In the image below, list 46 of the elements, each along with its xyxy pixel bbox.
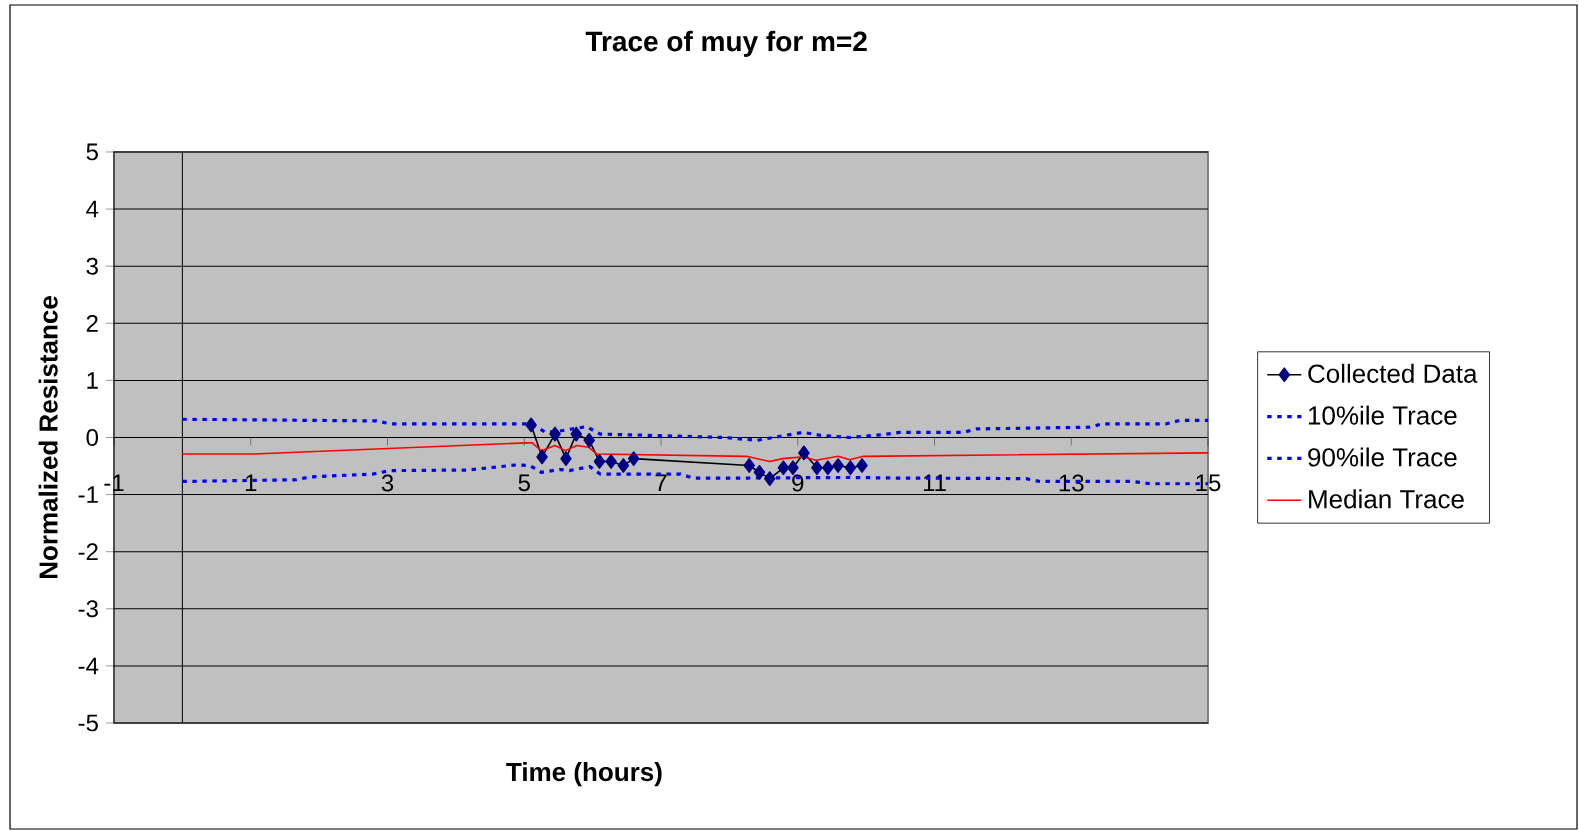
y-tick-label: 5 [86,143,98,161]
legend-label: Median Trace [1309,489,1464,509]
line-series [180,417,1209,442]
point [811,460,823,476]
point [605,454,617,469]
x-tick-label: 15 [1196,474,1221,492]
y-tick-label: -3 [78,600,98,618]
y-tick-label: -1 [78,486,98,503]
x-tick-label: 9 [792,474,804,492]
x-tick-label: 5 [518,474,530,492]
point [583,432,595,448]
legend-label: 90%ile Trace [1308,447,1457,467]
point [743,458,755,473]
x-axis-title: Time (hours) [506,762,662,787]
legend-label: 10%ile Trace [1308,405,1457,425]
legend-label: Collected Data [1308,363,1478,383]
y-tick-label: -5 [78,714,98,732]
point [549,426,561,442]
point [856,458,868,473]
y-tick-label: -4 [78,657,99,675]
point [617,458,630,473]
point [570,426,582,442]
point [560,451,572,467]
point [832,458,844,473]
y-tick-label: 1 [87,372,98,389]
y-tick-label: 3 [86,257,98,275]
y-tick-label: 2 [86,314,98,332]
chart-title: Trace of muy for m=2 [585,30,867,57]
point [525,417,537,433]
x-tick-label: 1 [245,474,257,492]
point [798,445,810,461]
y-tick-label: 0 [86,429,99,446]
x-tick-label: 3 [381,474,394,492]
point [787,460,799,476]
x-tick-label: 13 [1059,474,1084,492]
point [844,460,857,476]
point [536,449,548,465]
point [593,454,606,469]
point [763,471,776,486]
y-tick-label: 4 [86,200,99,218]
point [753,464,766,480]
point [777,460,790,476]
point [627,451,640,467]
point [822,460,834,476]
y-tick-label: -2 [78,543,98,561]
y-axis-title: Normalized Resistance [38,296,58,579]
